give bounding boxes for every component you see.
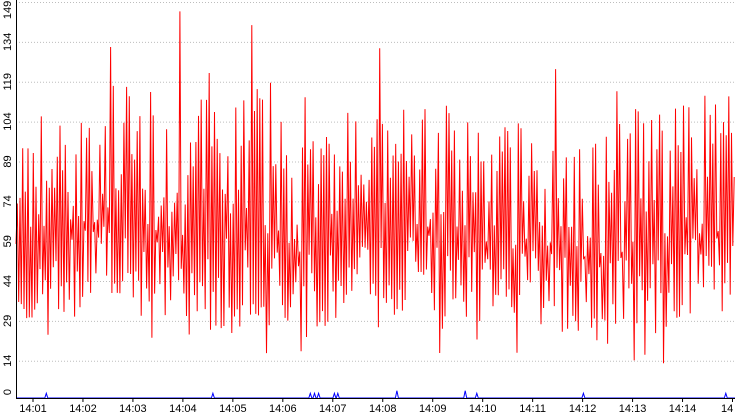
series-line-blue <box>16 390 735 399</box>
x-tick-label: 14:03 <box>119 403 147 415</box>
y-tick-label: 119 <box>2 73 14 91</box>
axes <box>16 0 735 399</box>
y-tick-label: 14 <box>2 355 14 367</box>
y-tick-label: 29 <box>2 315 14 327</box>
x-tick-label: 14:06 <box>269 403 297 415</box>
x-tick-label: 14:01 <box>19 403 47 415</box>
y-tick-label: 44 <box>2 275 14 287</box>
y-tick-label: 74 <box>2 195 14 207</box>
x-tick-label: 14:08 <box>369 403 397 415</box>
y-tick-label: 89 <box>2 155 14 167</box>
x-tick-label: 14:04 <box>169 403 197 415</box>
x-tick-label: 14:10 <box>469 403 497 415</box>
x-tick-label: 14:05 <box>219 403 247 415</box>
series-layer <box>15 11 735 399</box>
x-tick-label: 14:09 <box>419 403 447 415</box>
x-tick-label: 14:13 <box>619 403 647 415</box>
x-tick-label: 14:12 <box>569 403 597 415</box>
y-tick-label: 104 <box>2 112 14 130</box>
x-tick-label: 14:14 <box>669 403 697 415</box>
x-tick-label: 14:02 <box>69 403 97 415</box>
x-tick-label: 14:07 <box>319 403 347 415</box>
y-tick-label: 59 <box>2 235 14 247</box>
x-tick-label: 14 <box>721 403 733 415</box>
series-line-red <box>15 11 735 364</box>
x-tick-label: 14:11 <box>519 403 546 415</box>
y-tick-label: 0 <box>2 389 14 395</box>
y-tick-label: 134 <box>2 33 14 51</box>
y-tick-label: 149 <box>2 1 14 19</box>
